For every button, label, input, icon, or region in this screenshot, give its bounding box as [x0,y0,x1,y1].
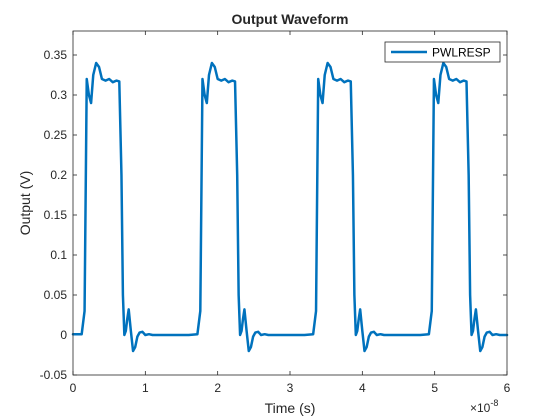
chart-title: Output Waveform [232,11,349,27]
legend: PWLRESP [384,41,501,63]
y-tick-label: 0.1 [50,248,67,262]
y-tick-label: -0.05 [40,368,68,382]
y-tick-label: 0.15 [44,208,68,222]
plot-area [73,31,507,375]
x-tick-label: 6 [504,381,511,395]
x-tick-label: 2 [214,381,221,395]
y-axis-ticks: -0.05 0 0.05 0.1 0.15 0.2 0.25 0.3 0.35 [40,48,507,382]
x-exponent-power: -8 [490,398,498,408]
y-tick-label: 0 [60,328,67,342]
legend-box [384,41,501,63]
x-tick-label: 4 [359,381,366,395]
x-tick-label: 5 [431,381,438,395]
series-line-pwlresp [71,61,509,353]
x-axis-ticks: 0 1 2 3 4 5 6 [70,31,511,395]
x-tick-label: 3 [287,381,294,395]
x-tick-label: 0 [70,381,77,395]
x-axis-label: Time (s) [265,400,316,416]
x-exponent-base: ×10 [470,401,491,415]
y-tick-label: 0.35 [44,48,68,62]
y-tick-label: 0.3 [50,88,67,102]
x-tick-label: 1 [142,381,149,395]
legend-label: PWLRESP [432,46,491,60]
y-tick-label: 0.05 [44,288,68,302]
series-group [71,61,509,353]
x-axis-exponent: ×10-8 [470,398,498,415]
axes-box [72,30,508,376]
y-tick-label: 0.25 [44,128,68,142]
y-axis-label: Output (V) [17,171,33,236]
y-tick-label: 0.2 [50,168,67,182]
